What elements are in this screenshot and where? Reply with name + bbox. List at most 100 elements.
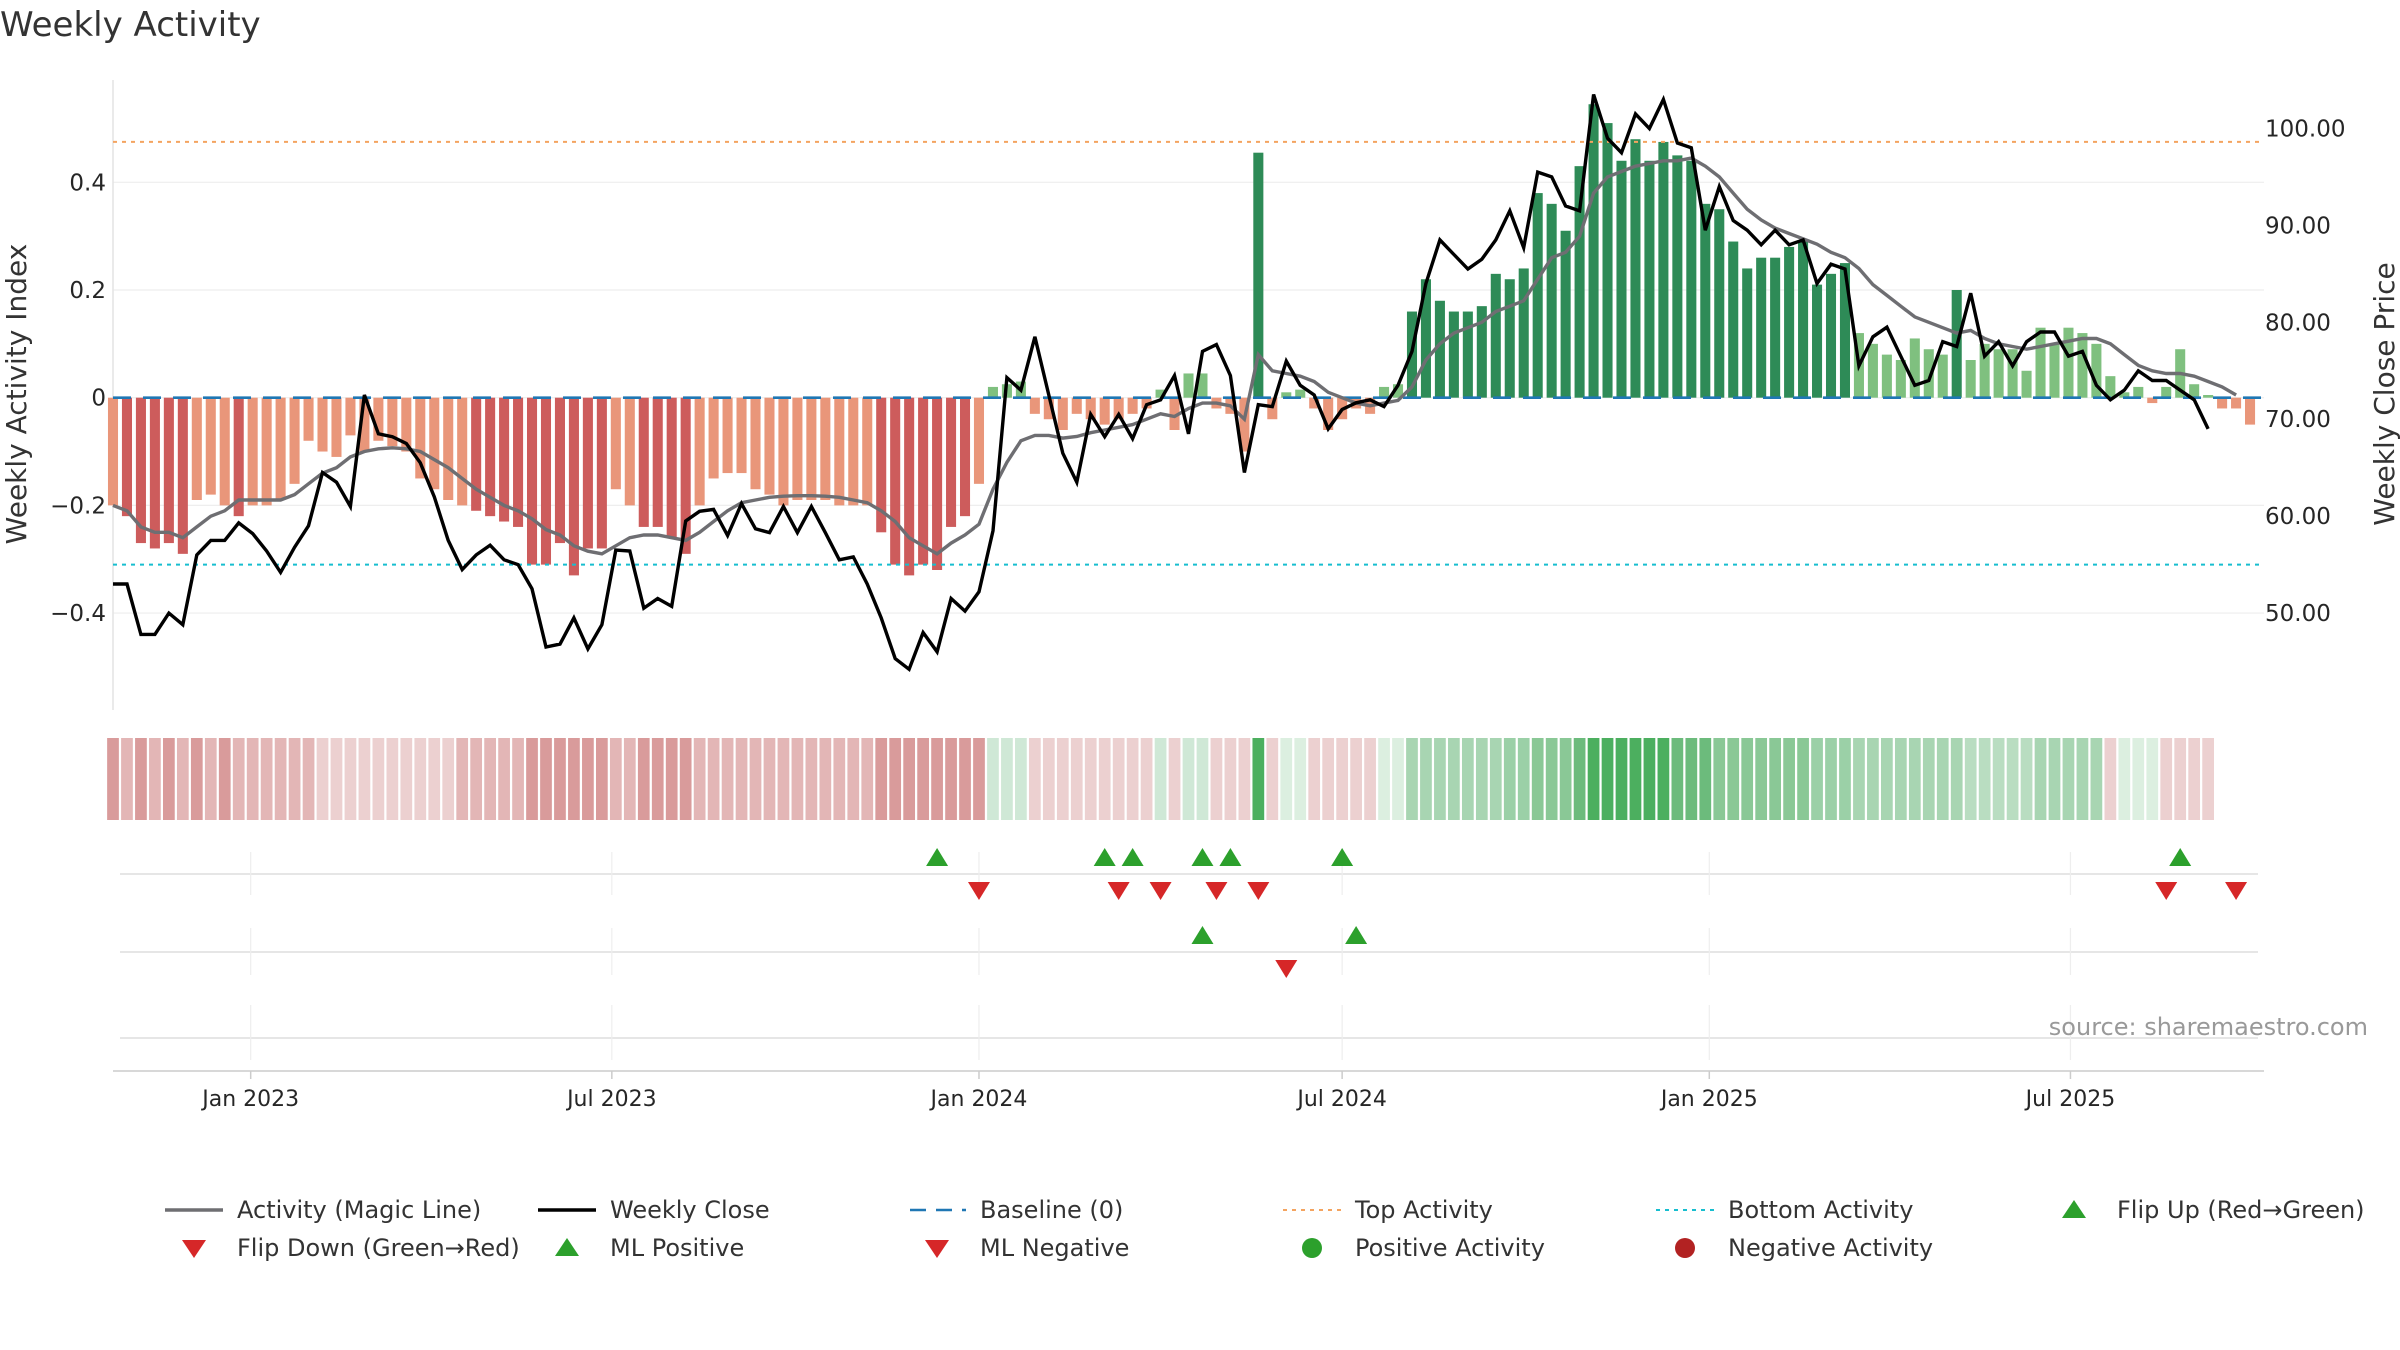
strip-cell — [1308, 738, 1321, 820]
strip-cell — [330, 738, 343, 820]
legend-label: ML Negative — [980, 1234, 1129, 1262]
activity-bar — [513, 397, 524, 527]
strip-cell — [1797, 738, 1809, 820]
activity-bar — [1686, 160, 1697, 398]
activity-bar — [1881, 354, 1892, 398]
strip-cell — [1545, 738, 1558, 820]
strip-cell — [1769, 738, 1782, 820]
strip-cell — [1894, 738, 1907, 820]
strip-cell — [1238, 738, 1251, 820]
flip-up-marker — [2169, 848, 2192, 866]
strip-cell — [1056, 738, 1069, 820]
strip-cell — [470, 738, 483, 820]
strip-cell — [2062, 738, 2075, 820]
strip-cell — [190, 738, 203, 820]
activity-bar — [1560, 230, 1571, 398]
strip-cell — [1587, 738, 1600, 820]
strip-cell — [1839, 738, 1851, 820]
activity-bar — [890, 397, 901, 565]
strip-cell — [1978, 738, 1991, 820]
strip-cell — [1015, 738, 1027, 820]
activity-bar — [1253, 152, 1264, 398]
activity-bar — [107, 397, 119, 506]
flip-up-marker — [1121, 848, 1144, 866]
strip-cell — [763, 738, 776, 820]
strip-cell — [1154, 738, 1167, 820]
activity-bar — [792, 397, 803, 500]
activity-bar — [2133, 386, 2144, 398]
activity-bar — [2105, 376, 2116, 398]
strip-cell — [218, 738, 231, 820]
activity-bar — [2217, 397, 2228, 409]
strip-cell — [861, 738, 874, 820]
strip-cell — [931, 738, 943, 820]
activity-bar — [1029, 397, 1040, 414]
activity-bar — [1281, 392, 1292, 398]
strip-cell — [679, 738, 692, 820]
activity-bar — [862, 397, 873, 506]
activity-bar — [1839, 263, 1851, 398]
activity-bar — [750, 397, 761, 490]
strip-cell — [2034, 738, 2047, 820]
activity-bar — [163, 397, 174, 544]
strip-cell — [1098, 738, 1111, 820]
activity-bar — [1812, 284, 1823, 398]
activity-bar — [1672, 155, 1683, 398]
activity-heat-strip — [107, 738, 2214, 820]
strip-cell — [1196, 738, 1209, 820]
legend-marker — [182, 1240, 206, 1258]
activity-bar — [219, 397, 230, 506]
legend-marker — [1675, 1238, 1695, 1258]
strip-cell — [2146, 738, 2159, 820]
source-note: source: sharemaestro.com — [2049, 1013, 2368, 1041]
strip-cell — [1783, 738, 1795, 820]
flip-down-marker — [1247, 882, 1270, 900]
activity-bar — [359, 397, 370, 452]
activity-bar — [1295, 389, 1306, 398]
activity-bar — [987, 386, 998, 398]
activity-bar — [1169, 397, 1180, 430]
strip-cell — [1643, 738, 1656, 820]
activity-bar — [1420, 279, 1431, 398]
strip-cell — [1950, 738, 1963, 820]
strip-cell — [1140, 738, 1153, 820]
strip-cell — [1629, 738, 1642, 820]
activity-bar — [303, 397, 314, 441]
strip-cell — [1727, 738, 1740, 820]
activity-bar — [1937, 354, 1948, 398]
strip-cell — [1406, 738, 1418, 820]
activity-bar — [932, 397, 943, 570]
strip-cell — [959, 738, 971, 820]
legend-label: Activity (Magic Line) — [237, 1196, 481, 1224]
strip-cell — [945, 738, 957, 820]
legend-label: Bottom Activity — [1728, 1196, 1913, 1224]
strip-cell — [1671, 738, 1684, 820]
activity-bar — [568, 397, 579, 576]
activity-bar — [443, 397, 454, 500]
activity-bar — [177, 397, 188, 554]
strip-cell — [1392, 738, 1404, 820]
strip-cell — [1168, 738, 1181, 820]
x-tick-label: Jan 2025 — [1659, 1087, 1758, 1112]
activity-bar — [373, 397, 384, 441]
activity-bar — [135, 397, 146, 544]
strip-cell — [582, 738, 594, 820]
strip-cell — [847, 738, 860, 820]
strip-cell — [107, 738, 119, 820]
strip-cell — [1378, 738, 1390, 820]
strip-cell — [805, 738, 818, 820]
strip-cell — [2104, 738, 2117, 820]
activity-bar — [652, 397, 663, 527]
flip-down-marker — [1149, 882, 1172, 900]
activity-bar — [1504, 279, 1515, 398]
activity-bar — [876, 397, 887, 533]
strip-cell — [1657, 738, 1670, 820]
strip-cell — [1755, 738, 1768, 820]
activity-bar — [1700, 203, 1711, 398]
activity-bar — [1113, 397, 1124, 420]
activity-bar — [722, 397, 733, 474]
legend-label: Flip Up (Red→Green) — [2117, 1196, 2365, 1224]
strip-cell — [1741, 738, 1754, 820]
activity-bar — [1923, 349, 1934, 398]
activity-bar — [2119, 392, 2130, 398]
